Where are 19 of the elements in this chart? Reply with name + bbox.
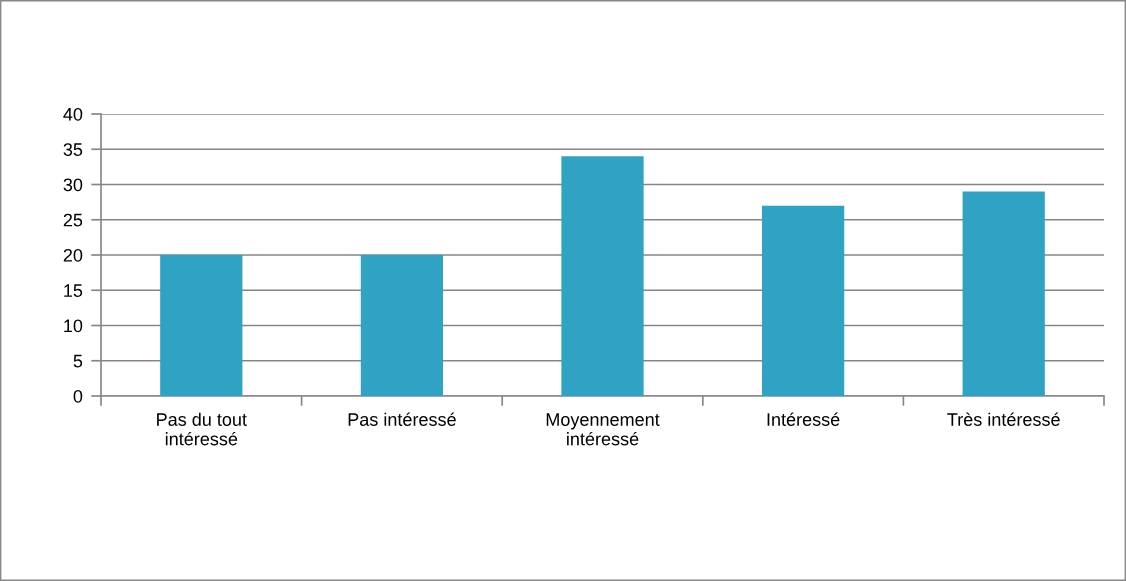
y-tick-label: 15 xyxy=(64,284,83,297)
bar xyxy=(561,156,644,396)
bar xyxy=(761,205,845,396)
bar xyxy=(360,255,444,396)
y-tick-label: 40 xyxy=(63,107,83,121)
y-tick-label: 20 xyxy=(63,248,83,262)
x-tick-label: Moyennement intéressé xyxy=(546,413,660,446)
y-tick-label: 30 xyxy=(63,178,83,192)
x-tick-label: Pas du tout intéressé xyxy=(157,412,247,446)
x-tick-label: Intéressé xyxy=(767,412,840,426)
y-tick-label: 35 xyxy=(63,143,83,156)
y-tick-label: 25 xyxy=(63,213,83,227)
x-tick-label: Très intéressé xyxy=(947,412,1060,426)
x-tick-label: Pas intéressé xyxy=(348,412,456,426)
y-tick-label: 0 xyxy=(73,389,83,403)
y-tick-label: 10 xyxy=(64,319,83,333)
y-tick-label: 5 xyxy=(73,354,83,368)
bar xyxy=(160,255,243,396)
bar xyxy=(962,191,1045,396)
